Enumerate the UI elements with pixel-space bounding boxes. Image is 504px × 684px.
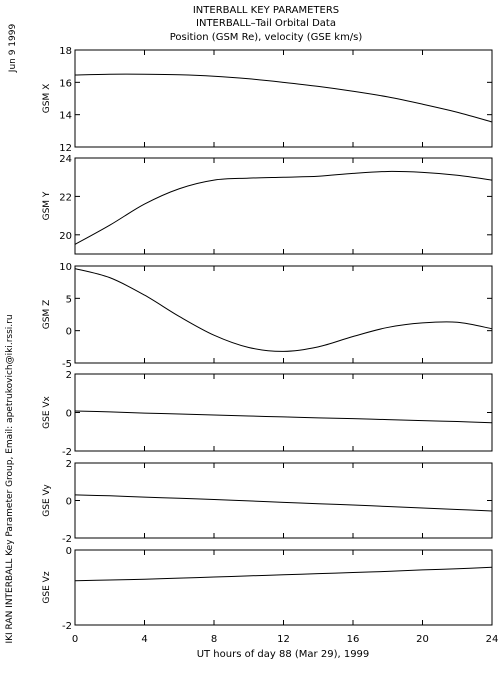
series-line-6 [74,566,493,582]
y-tick-label-1-2: 16 [59,78,72,89]
y-tick-label-2-2: 24 [59,154,72,165]
y-tick-label-3-1: 0 [66,327,72,338]
y-tick-label-1-3: 18 [59,46,72,57]
series-line-2 [74,170,493,245]
y-axis-label-6: GSE Vz [42,571,52,603]
y-tick-label-4-1: 0 [66,409,72,420]
y-tick-label-3-2: 5 [66,294,72,305]
panel-frame-5 [74,462,493,539]
x-tick-label-1: 4 [141,634,147,645]
panel-frame-1 [74,49,493,148]
y-tick-label-3-3: 10 [59,262,72,273]
y-axis-label-4: GSE Vx [42,395,52,428]
series-line-4 [74,410,493,424]
x-tick-label-2: 8 [211,634,217,645]
x-tick-label-3: 12 [277,634,290,645]
panel-frame-3 [74,265,493,364]
panel-frame-6 [74,549,493,626]
y-tick-label-6-1: 0 [66,546,72,557]
series-line-5 [74,494,493,512]
y-tick-label-5-1: 0 [66,497,72,508]
y-tick-label-4-0: -2 [62,447,72,458]
x-tick-label-4: 16 [347,634,360,645]
y-tick-label-2-1: 22 [59,192,72,203]
series-line-3 [74,268,493,352]
x-tick-label-6: 24 [486,634,499,645]
y-tick-label-1-1: 14 [59,111,72,122]
y-tick-label-6-0: -2 [62,621,72,632]
series-line-1 [74,73,493,123]
y-tick-label-5-2: 2 [66,459,72,470]
y-axis-label-5: GSE Vy [42,484,52,517]
x-axis-label: UT hours of day 88 (Mar 29), 1999 [197,649,370,660]
credit-label: IKI RAN INTERBALL Key Parameter Group, E… [5,314,15,643]
title-line-3: Position (GSM Re), velocity (GSE km/s) [170,32,363,43]
x-tick-label-5: 20 [416,634,429,645]
title-line-1: INTERBALL KEY PARAMETERS [193,5,339,16]
y-tick-label-2-0: 20 [59,231,72,242]
y-axis-label-2: GSM Y [42,191,52,220]
title-line-2: INTERBALL–Tail Orbital Data [196,18,336,29]
date-stamp: Jun 9 1999 [8,24,18,74]
y-tick-label-1-0: 12 [59,143,72,154]
x-tick-label-0: 0 [72,634,78,645]
y-tick-label-3-0: -5 [62,359,72,370]
y-axis-label-3: GSM Z [42,300,52,329]
y-axis-label-1: GSM X [42,84,52,113]
y-tick-label-5-0: -2 [62,534,72,545]
y-tick-label-4-2: 2 [66,370,72,381]
